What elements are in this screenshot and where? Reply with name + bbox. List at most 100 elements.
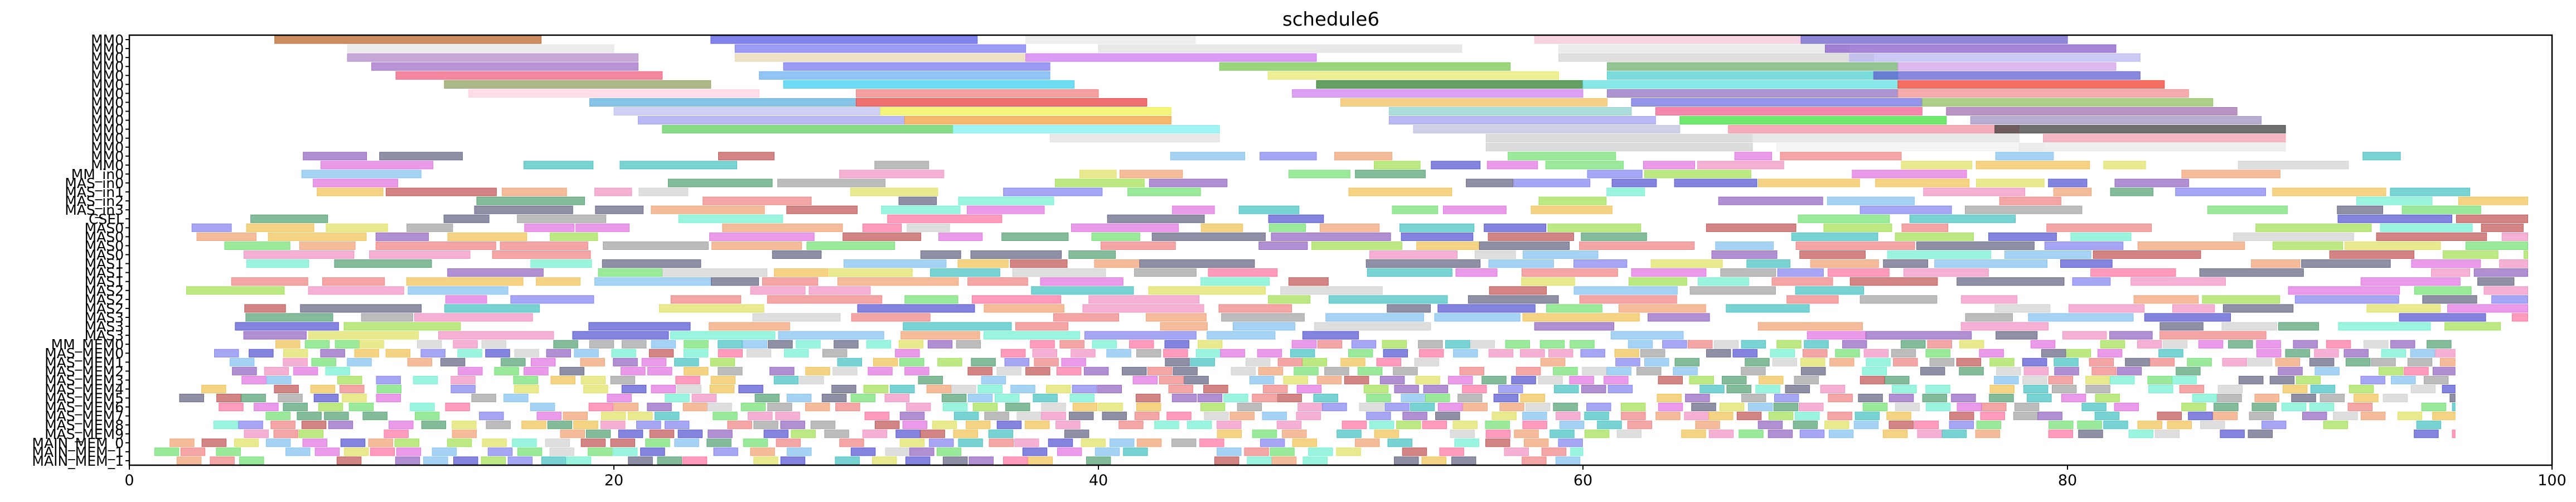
task-bar bbox=[1135, 394, 1161, 403]
task-bar bbox=[1252, 394, 1277, 403]
task-bar bbox=[546, 349, 572, 358]
y-tick-label: MM0 bbox=[91, 50, 124, 66]
task-bar bbox=[1187, 421, 1212, 429]
task-bar bbox=[2449, 394, 2456, 403]
task-bar bbox=[343, 322, 461, 331]
task-bar bbox=[2207, 205, 2288, 214]
task-bar bbox=[1719, 403, 1745, 412]
task-bar bbox=[572, 331, 669, 340]
task-bar bbox=[2249, 412, 2274, 421]
task-bar bbox=[874, 161, 929, 170]
task-bar bbox=[713, 412, 738, 421]
task-bar bbox=[1402, 447, 1427, 456]
task-bar bbox=[317, 187, 384, 196]
task-bar bbox=[2013, 412, 2038, 421]
task-bar bbox=[2049, 421, 2074, 429]
task-bar bbox=[1573, 259, 1628, 268]
task-bar bbox=[1628, 340, 1653, 349]
task-bar bbox=[313, 178, 398, 187]
task-bar bbox=[1548, 349, 1573, 358]
task-bar bbox=[423, 456, 448, 465]
task-bar bbox=[2465, 241, 2529, 250]
task-bar bbox=[684, 366, 709, 375]
task-bar bbox=[1257, 349, 1282, 358]
task-bar bbox=[559, 366, 585, 375]
task-bar bbox=[938, 232, 983, 241]
task-bar bbox=[1237, 403, 1262, 412]
task-bar bbox=[1901, 223, 1949, 232]
task-bar bbox=[1644, 170, 1751, 178]
task-bar bbox=[967, 366, 992, 375]
task-bar bbox=[786, 205, 858, 214]
y-tick-label: MM0 bbox=[91, 139, 124, 156]
task-bar bbox=[2018, 143, 2286, 152]
task-bar bbox=[2269, 375, 2295, 384]
task-bar bbox=[514, 384, 539, 393]
task-bar bbox=[1541, 447, 1567, 456]
task-bar bbox=[1685, 394, 1710, 403]
task-bar bbox=[2447, 304, 2529, 313]
task-bar bbox=[368, 438, 393, 447]
task-bar bbox=[354, 349, 379, 358]
task-bar bbox=[1505, 340, 1530, 349]
task-bar bbox=[1584, 429, 1610, 438]
y-tick-label: MAS_MEM9 bbox=[45, 426, 124, 442]
task-bar bbox=[216, 394, 241, 403]
task-bar bbox=[438, 331, 554, 340]
task-bar bbox=[308, 331, 419, 340]
task-bar bbox=[787, 447, 812, 456]
task-bar bbox=[856, 98, 1147, 107]
task-bar bbox=[1190, 358, 1215, 366]
y-tick-label: MM0 bbox=[91, 67, 124, 84]
x-tick-label: 100 bbox=[2538, 472, 2567, 489]
task-bar bbox=[2302, 412, 2327, 421]
task-bar bbox=[573, 421, 598, 429]
task-bar bbox=[1606, 71, 1899, 80]
task-bar bbox=[2364, 340, 2389, 349]
task-bar bbox=[1736, 412, 1762, 421]
task-bar bbox=[1445, 340, 1470, 349]
task-bar bbox=[191, 223, 232, 232]
task-bar bbox=[1485, 421, 1510, 429]
task-bar bbox=[810, 421, 836, 429]
task-bar bbox=[1689, 375, 1714, 384]
task-bar bbox=[2291, 394, 2316, 403]
task-bar bbox=[953, 412, 979, 421]
task-bar bbox=[1636, 366, 1662, 375]
task-bar bbox=[2097, 349, 2123, 358]
task-bar bbox=[664, 421, 690, 429]
task-bar bbox=[1499, 403, 1524, 412]
task-bar bbox=[1858, 394, 1883, 403]
task-bar bbox=[958, 196, 1054, 205]
y-tick-label: MAS0 bbox=[85, 229, 124, 245]
task-bar bbox=[1136, 349, 1161, 358]
task-bar bbox=[336, 456, 362, 465]
task-bar bbox=[1657, 394, 1682, 403]
task-bar bbox=[1134, 268, 1197, 277]
task-bar bbox=[2048, 375, 2074, 384]
task-bar bbox=[1903, 268, 1989, 277]
task-bar bbox=[857, 304, 975, 313]
task-bar bbox=[2051, 384, 2077, 393]
task-bar bbox=[406, 277, 524, 286]
y-tick-label: MAS_MEM4 bbox=[45, 381, 124, 397]
task-bar bbox=[1437, 403, 1463, 412]
task-bar bbox=[2421, 403, 2447, 412]
task-bar bbox=[580, 375, 606, 384]
task-bar bbox=[1522, 412, 1547, 421]
task-bar bbox=[2148, 384, 2173, 393]
task-bar bbox=[1916, 241, 2035, 250]
task-bar bbox=[2256, 349, 2282, 358]
task-bar bbox=[1621, 412, 1646, 421]
task-bar bbox=[709, 384, 735, 393]
task-bar bbox=[2054, 358, 2079, 366]
task-bar bbox=[1520, 394, 1545, 403]
task-bar bbox=[2381, 349, 2406, 358]
task-bar bbox=[1681, 429, 1706, 438]
task-bar bbox=[1996, 331, 2038, 340]
task-bar bbox=[1302, 331, 1359, 340]
x-tick-label: 0 bbox=[124, 472, 134, 489]
task-bar bbox=[1091, 232, 1140, 241]
task-bar bbox=[1799, 429, 1825, 438]
task-bar bbox=[676, 384, 701, 393]
